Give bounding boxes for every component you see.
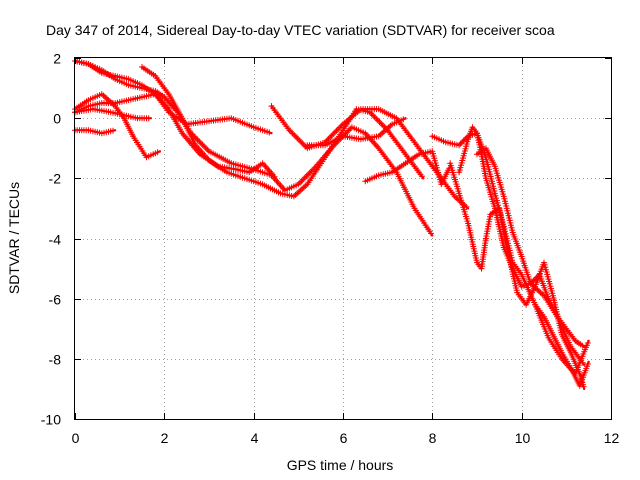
x-tick-label: 8 — [429, 430, 437, 446]
series-markers — [304, 116, 407, 149]
x-tick-label: 2 — [161, 430, 169, 446]
y-tick-label: -10 — [41, 412, 61, 428]
series-markers — [474, 145, 586, 366]
x-tick-label: 0 — [72, 430, 80, 446]
series-markers — [362, 148, 453, 188]
series-track-5 — [72, 58, 434, 237]
series-markers — [447, 160, 587, 390]
series-markers — [532, 301, 591, 389]
series-track-13 — [456, 124, 591, 377]
x-tick-label: 10 — [515, 430, 531, 446]
chart-title: Day 347 of 2014, Sidereal Day-to-day VTE… — [46, 22, 555, 38]
y-axis-label: SDTVAR / TECUs — [6, 182, 22, 294]
x-axis-label: GPS time / hours — [287, 457, 394, 473]
series-markers — [72, 58, 434, 237]
series-track-1 — [72, 91, 161, 161]
series-track-12 — [447, 160, 587, 390]
y-tick-label: -4 — [49, 232, 62, 248]
y-tick-label: 0 — [53, 111, 61, 127]
series-track-6 — [72, 58, 278, 180]
series-line — [458, 126, 590, 375]
axis-tick-labels: 0 2 4 6 8 10 12 -10 -8 -6 -4 -2 0 2 — [41, 51, 620, 447]
series-track-9 — [304, 116, 407, 149]
series-markers — [72, 58, 278, 180]
data-series — [72, 58, 591, 390]
series-track-10 — [362, 148, 453, 188]
y-tick-label: -6 — [49, 292, 62, 308]
series-track-15 — [532, 301, 591, 389]
x-tick-label: 4 — [251, 430, 259, 446]
x-tick-label: 6 — [340, 430, 348, 446]
y-tick-label: -2 — [49, 171, 62, 187]
x-tick-label: 12 — [604, 430, 620, 446]
y-tick-label: 2 — [53, 51, 61, 67]
series-markers — [72, 127, 116, 137]
series-track-14 — [474, 145, 586, 366]
series-track-7 — [139, 64, 425, 200]
grid-lines — [75, 58, 611, 419]
series-markers — [72, 91, 161, 161]
axis-ticks — [75, 58, 612, 420]
series-track-3 — [72, 127, 117, 137]
series-markers — [456, 124, 591, 377]
plot-frame — [74, 57, 612, 420]
y-tick-label: -8 — [49, 352, 62, 368]
